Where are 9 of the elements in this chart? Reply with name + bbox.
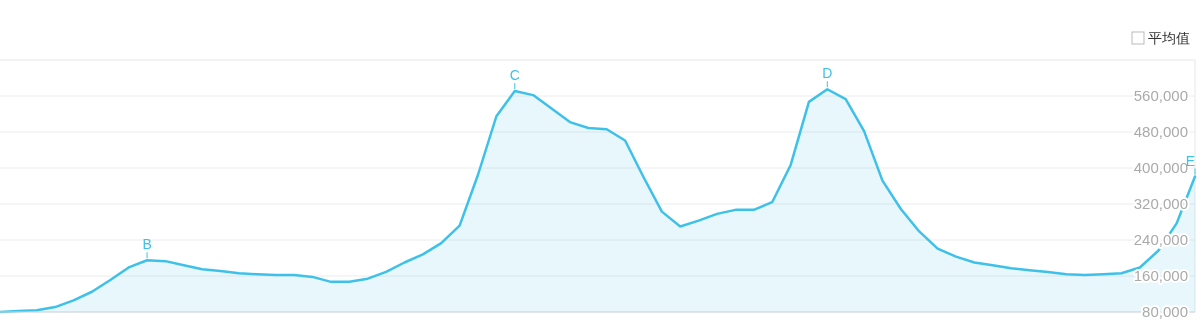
- text: 平均值: [1148, 30, 1190, 46]
- y-tick-label: 400,000: [1133, 159, 1188, 177]
- annotation: C: [509, 67, 520, 84]
- annotation: D: [822, 65, 833, 82]
- y-tick-label: 480,000: [1133, 123, 1188, 141]
- y-tick-label: 80,000: [1142, 303, 1188, 321]
- annotation: B: [142, 236, 152, 253]
- y-tick-label: 160,000: [1133, 267, 1188, 285]
- y-tick-label: 560,000: [1133, 87, 1188, 105]
